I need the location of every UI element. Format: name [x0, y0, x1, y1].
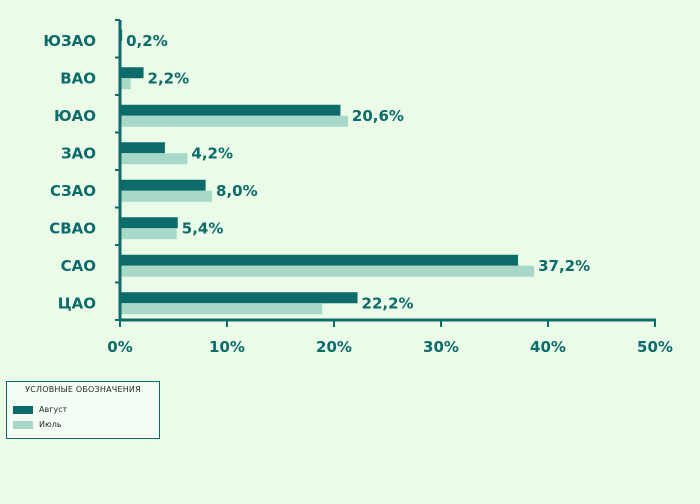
value-labels: 0,2% 2,2% 20,6% 4,2% 8,0% 5,4% 37,2% 22,2%: [126, 32, 590, 313]
bar-august-2: [120, 104, 341, 116]
bar-august-4: [120, 179, 206, 191]
bar-july-5: [120, 228, 177, 240]
bar-july-4: [120, 190, 213, 202]
category-label: ВАО: [60, 69, 96, 87]
x-tick-label: 10%: [209, 338, 245, 356]
x-tick-label: 40%: [530, 338, 566, 356]
bar-august-6: [120, 254, 519, 266]
category-label: ЮЗАО: [43, 32, 96, 50]
x-tick-label: 0%: [107, 338, 132, 356]
legend-label-august: Август: [39, 405, 68, 414]
bars-group: [120, 29, 535, 315]
value-label: 0,2%: [126, 32, 168, 50]
value-label: 2,2%: [148, 69, 190, 87]
bar-august-5: [120, 217, 178, 229]
category-label: САО: [61, 257, 96, 275]
category-label: СВАО: [49, 219, 96, 237]
bar-july-3: [120, 153, 188, 165]
axes-group: [115, 19, 656, 327]
x-tick-label: 30%: [423, 338, 459, 356]
category-label: СЗАО: [50, 182, 96, 200]
bar-july-7: [120, 303, 323, 315]
x-tick-labels: 0% 10% 20% 30% 40% 50%: [107, 338, 673, 356]
value-label: 37,2%: [538, 257, 590, 275]
bar-july-2: [120, 115, 348, 127]
x-tick-label: 20%: [316, 338, 352, 356]
value-label: 5,4%: [182, 219, 224, 237]
category-labels: ЮЗАО ВАО ЮАО ЗАО СЗАО СВАО САО ЦАО: [43, 32, 96, 313]
legend-swatch-july: [13, 421, 33, 429]
category-label: ЗАО: [61, 144, 96, 162]
bar-july-6: [120, 265, 535, 277]
legend-swatch-august: [13, 406, 33, 414]
value-label: 8,0%: [216, 182, 258, 200]
value-label: 4,2%: [191, 144, 233, 162]
category-label: ЮАО: [54, 107, 96, 125]
x-tick-label: 50%: [637, 338, 673, 356]
bar-august-7: [120, 292, 358, 304]
legend: УСЛОВНЫЕ ОБОЗНАЧЕНИЯ Август Июль: [6, 381, 160, 439]
value-label: 20,6%: [352, 107, 404, 125]
legend-title: УСЛОВНЫЕ ОБОЗНАЧЕНИЯ: [25, 385, 141, 394]
value-label: 22,2%: [362, 294, 414, 312]
bar-july-1: [120, 78, 131, 90]
bar-august-1: [120, 67, 144, 79]
category-label: ЦАО: [58, 294, 96, 312]
legend-label-july: Июль: [39, 420, 62, 429]
bar-august-3: [120, 142, 165, 154]
